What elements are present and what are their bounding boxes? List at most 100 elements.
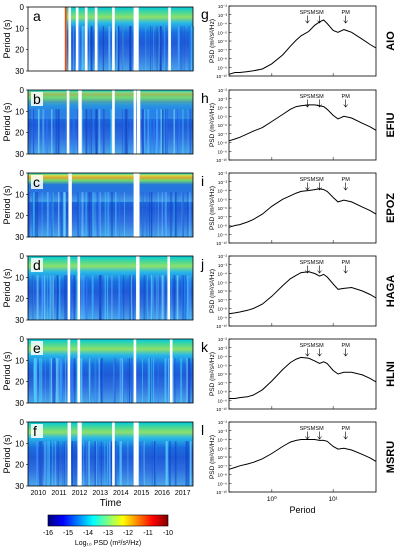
spectrogram-texture (129, 26, 131, 71)
marker-label: SM (315, 260, 324, 266)
y-tick-label: 20 (15, 46, 24, 55)
psd-panel-h: 10⁻² 10⁻³ 10⁻⁴ 10⁻⁵ 10⁻⁶ 10⁻⁷ 10⁻⁸ 10⁻⁹ 10⁻¹⁰ PSD… (201, 88, 397, 163)
data-gap (136, 422, 139, 486)
spectrogram-texture (119, 441, 121, 486)
spectrogram-texture (80, 358, 82, 403)
spectrogram-texture (188, 358, 191, 403)
psd-y-tick-label: 10⁻⁶ (218, 39, 228, 44)
spectrogram-texture (142, 192, 144, 237)
spectrogram-texture (103, 275, 104, 320)
y-tick-label: 0 (20, 335, 25, 344)
spectrogram-texture (77, 109, 79, 154)
spectrogram-texture (99, 192, 101, 237)
spectrogram-texture (86, 441, 87, 486)
panel-letter: l (201, 422, 204, 438)
psd-frame (228, 338, 377, 410)
panel-frame (27, 255, 194, 321)
psd-y-axis-label: PSD (m²/s²/Hz) (209, 435, 216, 479)
spectrogram-texture (184, 275, 187, 320)
spectrogram-texture (95, 358, 98, 403)
spectrogram-texture (153, 26, 154, 71)
data-gap (94, 7, 98, 71)
psd-y-tick-label: 10⁻⁴ (217, 189, 227, 194)
psd-y-tick-label: 10⁻⁵ (218, 363, 228, 368)
spectrogram-texture (34, 192, 37, 237)
spectrogram-texture (96, 441, 98, 486)
marker-arrowhead (317, 436, 322, 440)
spectrogram-texture (94, 441, 96, 486)
psd-y-tick-label: 10⁻⁹ (217, 315, 227, 320)
spectrogram-texture (164, 275, 166, 320)
spectrogram-texture (141, 192, 144, 237)
spectrogram-texture (98, 26, 99, 71)
spectrogram-texture (155, 441, 157, 486)
marker-arrowhead (317, 270, 322, 274)
spectrogram-texture (67, 192, 70, 237)
psd-frame (228, 172, 377, 244)
marker-label: PM (342, 260, 351, 266)
spectrogram-texture (90, 109, 92, 154)
spectrogram-texture (49, 358, 51, 403)
psd-y-axis-label: PSD (m²/s²/Hz) (209, 19, 216, 63)
panel-letter: k (201, 339, 209, 355)
marker-arrowhead (343, 20, 348, 24)
spectrogram-texture (164, 26, 166, 71)
spectrogram-texture (131, 358, 134, 403)
spectrogram-texture (127, 441, 129, 486)
data-gap (169, 339, 173, 403)
spectrogram-texture (90, 109, 93, 154)
psd-y-tick-label: 10⁻² (218, 420, 228, 425)
spectrogram-texture (63, 192, 65, 237)
psd-y-tick-label: 10⁻⁴ (217, 355, 227, 360)
spectrogram-texture (94, 358, 96, 403)
spectrogram-texture (122, 109, 123, 154)
spectrogram-texture (57, 109, 60, 154)
marker-label: PM (342, 177, 351, 183)
spectrogram-texture (154, 441, 156, 486)
spectrogram-texture (182, 26, 184, 71)
y-tick-label: 20 (15, 129, 24, 138)
spectrogram-texture (60, 192, 62, 237)
spectrogram-texture (185, 441, 188, 486)
psd-y-tick-label: 10⁻⁷ (218, 48, 228, 53)
spectrogram-texture (191, 26, 193, 71)
spectrogram-texture (102, 358, 104, 403)
spectrogram-texture (62, 441, 64, 486)
psd-y-tick-label: 10⁻⁹ (217, 398, 227, 403)
data-gap (112, 422, 115, 486)
spectrogram-texture (46, 275, 49, 320)
marker-arrowhead (305, 187, 310, 191)
spectrogram-texture (104, 441, 106, 486)
spectrogram-texture (100, 275, 103, 320)
spectrogram-texture (152, 358, 154, 403)
spectrogram-texture (173, 109, 175, 154)
spectrogram-texture (128, 275, 131, 320)
spectrogram-texture (145, 26, 147, 71)
spectrogram-texture (32, 275, 34, 320)
spectrogram-texture (81, 109, 83, 154)
year-tick-label: 2017 (175, 490, 191, 497)
psd-y-axis-label: PSD (m²/s²/Hz) (209, 352, 216, 396)
spectrogram-texture (42, 109, 44, 154)
psd-y-tick-label: 10⁻⁸ (218, 390, 228, 395)
spectrogram-texture (88, 192, 90, 237)
spectrogram-texture (47, 192, 49, 237)
spectrogram-texture (65, 441, 67, 486)
spectrogram-texture (52, 275, 55, 320)
panel-frame (27, 6, 194, 72)
spectrogram-texture (36, 441, 39, 486)
spectrogram-texture (51, 192, 54, 237)
spectrogram-texture (121, 358, 123, 403)
x-axis-label: Time (100, 498, 122, 509)
spectrogram-texture (56, 275, 59, 320)
spectrogram-texture (97, 192, 100, 237)
y-tick-label: 20 (15, 212, 24, 221)
spectrogram-texture (92, 109, 95, 154)
spectrogram-texture (122, 275, 125, 320)
spectrogram-texture (164, 192, 167, 237)
spectrogram-texture (60, 358, 63, 403)
spectrogram-texture (164, 109, 167, 154)
data-gap (77, 339, 81, 403)
station-label: HLNI (385, 361, 397, 387)
